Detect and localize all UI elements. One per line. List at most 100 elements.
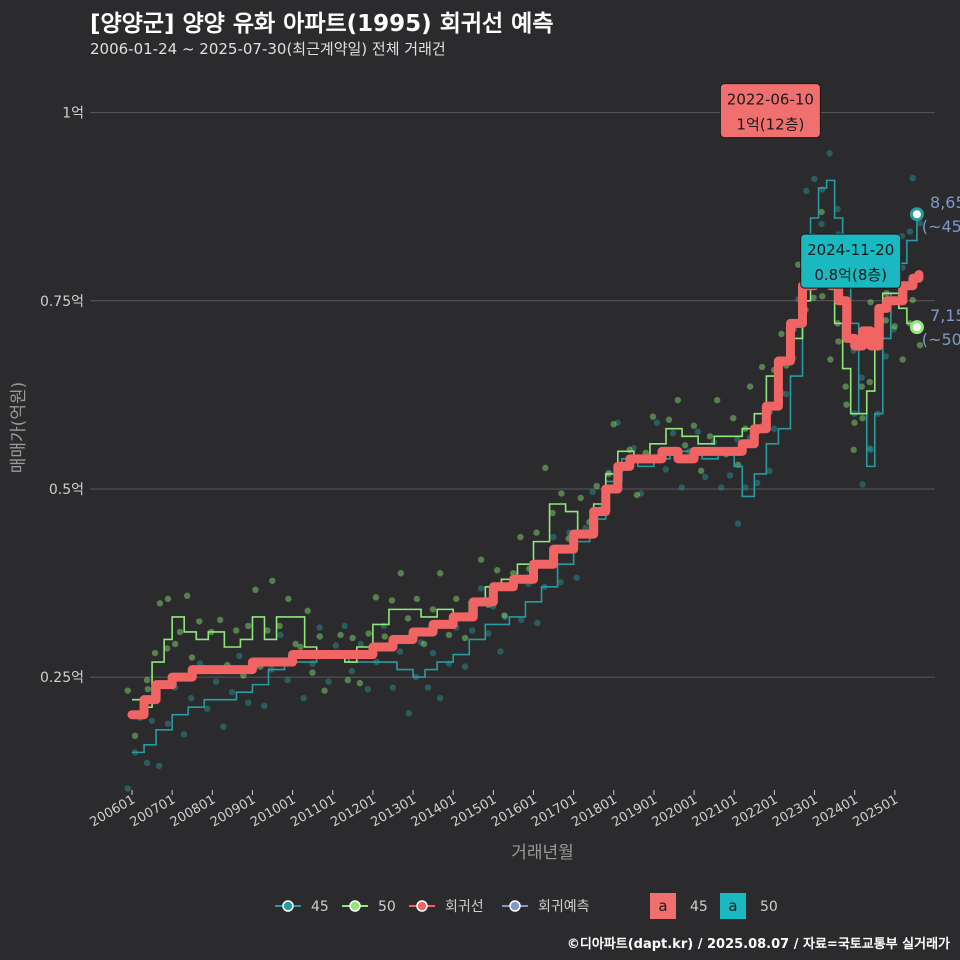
- legend-key-dot: [282, 900, 294, 912]
- scatter-point: [148, 717, 156, 724]
- scatter-point: [131, 732, 139, 740]
- scatter-point: [778, 330, 785, 338]
- scatter-point: [577, 494, 584, 502]
- scatter-point: [356, 679, 364, 687]
- scatter-point: [669, 430, 677, 437]
- scatter-point: [176, 628, 184, 636]
- scatter-point: [171, 640, 179, 648]
- scatter-point: [614, 419, 621, 426]
- scatter-point: [819, 293, 826, 300]
- scatter-point: [818, 208, 825, 216]
- scatter-point: [245, 622, 252, 630]
- scatter-point: [697, 467, 705, 475]
- scatter-point: [453, 595, 460, 603]
- scatter-point: [493, 567, 501, 574]
- legend-label: 50: [378, 899, 396, 915]
- x-tick-label: 201401: [409, 792, 459, 830]
- scatter-point: [212, 678, 220, 685]
- annotation-date: 2024-11-20: [807, 241, 894, 259]
- scatter-point: [649, 413, 657, 420]
- scatter-point: [517, 533, 524, 541]
- scatter-point: [858, 374, 865, 381]
- legend-label: 회귀예측: [538, 899, 590, 915]
- scatter-point: [469, 627, 476, 634]
- scatter-point: [445, 631, 453, 639]
- x-tick-label: 201501: [449, 792, 499, 830]
- scatter-point: [228, 688, 236, 696]
- scatter-point: [674, 396, 682, 404]
- x-tick-label: 201001: [248, 792, 298, 830]
- scatter-point: [284, 676, 291, 684]
- scatter-point: [404, 615, 412, 622]
- scatter-point: [365, 630, 372, 637]
- scatter-point: [501, 613, 509, 621]
- scatter-point: [835, 338, 842, 345]
- scatter-point: [236, 652, 243, 660]
- scatter-point: [245, 699, 252, 706]
- scatter-point: [550, 533, 557, 541]
- scatter-point: [461, 634, 469, 642]
- legend-box-label: 50: [760, 899, 778, 915]
- scatter-point: [818, 220, 825, 228]
- scatter-point: [477, 585, 485, 592]
- scatter-point: [156, 600, 164, 607]
- scatter-point: [882, 317, 890, 324]
- scatter-point: [909, 174, 916, 182]
- scatter-point: [859, 481, 866, 488]
- annotation-value: 0.8억(8층): [814, 266, 887, 284]
- scatter-point: [388, 597, 396, 604]
- scatter-point: [364, 685, 372, 693]
- end-area-label: (~50㎡): [922, 330, 960, 349]
- scatter-point: [810, 294, 817, 301]
- scatter-point: [304, 607, 311, 615]
- scatter-point: [429, 606, 437, 613]
- scatter-point: [890, 326, 898, 333]
- scatter-point: [232, 627, 240, 634]
- scatter-point: [501, 612, 508, 619]
- scatter-point: [706, 433, 714, 440]
- legend-box-label: 45: [690, 899, 708, 915]
- chart-subtitle: 2006-01-24 ~ 2025-07-30(최근계약일) 전체 거래건: [90, 40, 446, 58]
- scatter-point: [325, 678, 332, 685]
- scatter-point: [558, 490, 565, 497]
- x-tick-label: 200801: [168, 792, 218, 830]
- scatter-point: [533, 529, 540, 536]
- scatter-point: [349, 634, 356, 642]
- scatter-point: [143, 676, 151, 684]
- scatter-point: [348, 667, 356, 675]
- scatter-point: [909, 296, 916, 304]
- y-tick-label: 0.75억: [40, 294, 84, 310]
- scatter-point: [389, 684, 396, 691]
- scatter-point: [124, 687, 131, 694]
- scatter-point: [420, 640, 428, 648]
- scatter-point: [405, 710, 413, 717]
- y-axis-label: 매매가(억원): [9, 382, 29, 473]
- scatter-point: [866, 378, 873, 386]
- x-tick-label: 201101: [288, 792, 338, 830]
- scatter-point: [610, 421, 617, 428]
- scatter-point: [734, 520, 742, 527]
- scatter-point: [396, 648, 404, 655]
- scatter-point: [337, 631, 344, 639]
- scatter-point: [300, 694, 307, 702]
- scatter-point: [184, 592, 191, 600]
- end-value-label: 7,150: [930, 306, 960, 325]
- scatter-point: [316, 624, 323, 631]
- annotation-box: [800, 233, 902, 289]
- annotation-value: 1억(12층): [736, 116, 804, 134]
- scatter-point: [694, 428, 702, 435]
- x-tick-label: 200601: [88, 792, 138, 830]
- end-value-label: 8,650: [930, 193, 960, 212]
- scatter-point: [316, 633, 323, 640]
- x-tick-label: 201201: [328, 792, 378, 830]
- scatter-point: [534, 619, 541, 627]
- scatter-point: [164, 720, 172, 727]
- grid-lines: [90, 112, 935, 678]
- scatter-point: [164, 595, 172, 603]
- scatter-point: [252, 586, 259, 593]
- scatter-point: [180, 731, 188, 738]
- y-tick-label: 0.25억: [40, 670, 84, 686]
- scatter-point: [124, 785, 131, 792]
- scatter-point: [573, 574, 580, 581]
